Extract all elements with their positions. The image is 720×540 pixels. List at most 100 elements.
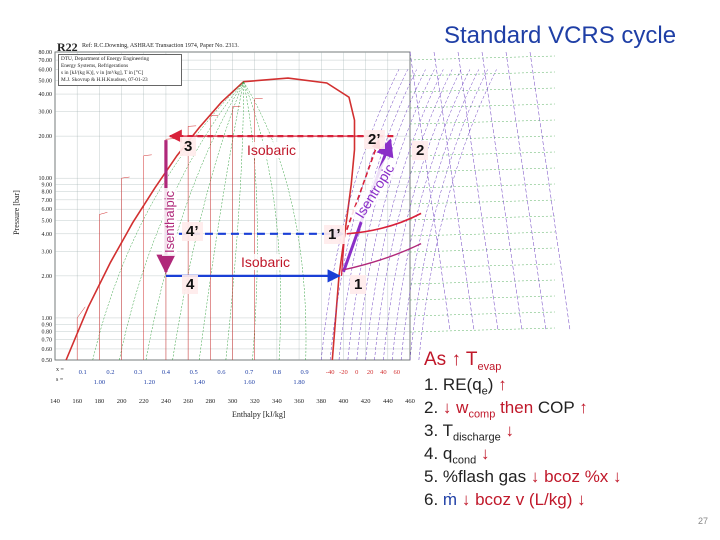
density-line — [409, 231, 556, 237]
credit-line: DTU, Department of Energy Engineering — [61, 56, 150, 62]
credit-line: M.J. Skovrup & H.H.Knudsen, 07-01-23 — [61, 77, 148, 83]
item-number: 3. — [424, 421, 439, 440]
isotherm-highlight — [346, 212, 422, 235]
point-2-prime-label: 2’ — [364, 130, 385, 149]
density-line — [409, 71, 556, 77]
y-tick-label: 50.00 — [39, 79, 53, 85]
credit-box: DTU, Department of Energy Engineering En… — [58, 54, 182, 86]
x-tick-label: 400 — [339, 398, 349, 405]
entropy-curve — [321, 69, 400, 361]
y-tick-label: 5.00 — [42, 218, 53, 224]
temperature-tick: -40 — [326, 369, 335, 376]
item-text: q — [442, 444, 453, 463]
x-tick-label: 280 — [205, 398, 215, 405]
isotherm-line — [121, 176, 130, 360]
item-number: 1. — [424, 375, 439, 394]
evaporation-label: Isobaric — [238, 254, 294, 270]
x-tick-label: 140 — [50, 398, 60, 405]
density-line — [409, 311, 556, 317]
density-line — [409, 87, 556, 93]
point-4-label: 4 — [182, 275, 199, 294]
effect-item: 4. qcond ↓ — [424, 444, 716, 467]
y-tick-label: 6.00 — [42, 207, 53, 213]
y-tick-label: 30.00 — [39, 110, 53, 116]
density-line — [409, 295, 556, 301]
entropy-tick: 1.80 — [293, 379, 304, 386]
quality-curve — [243, 81, 258, 361]
point-1-prime-label: 1’ — [324, 225, 345, 244]
density-line — [409, 167, 556, 173]
density-line — [409, 151, 556, 157]
x-tick-label: 160 — [72, 398, 82, 405]
quality-curve — [92, 81, 244, 361]
y-tick-label: 8.00 — [42, 190, 53, 196]
y-tick-label: 80.00 — [39, 50, 53, 56]
temperature-tick: 0 — [355, 369, 358, 376]
quality-curve — [145, 81, 244, 361]
arrow-down-icon: ↓ — [505, 421, 514, 440]
y-tick-label: 70.00 — [39, 58, 53, 64]
isotherm-line — [210, 115, 219, 360]
entropy-curve — [374, 69, 453, 361]
heading-sub: evap — [477, 360, 502, 373]
x-tick-label: 380 — [316, 398, 326, 405]
item-sub: discharge — [453, 431, 501, 444]
density-line — [409, 119, 556, 125]
item-sub: cond — [452, 454, 477, 467]
entropy-row-label: s = — [56, 377, 64, 383]
x-tick-label: 320 — [250, 398, 260, 405]
isotherm-line — [76, 306, 86, 360]
item-then2: COP — [537, 398, 575, 417]
effect-item: 5. %flash gas ↓ bcoz %x ↓ — [424, 467, 716, 490]
arrow-down-icon: ↓ — [613, 467, 622, 486]
effects-panel: As ↑ Tevap 1. RE(qe) ↑ 2. ↓ wcomp then C… — [424, 349, 716, 513]
y-axis-label: Pressure [bar] — [11, 190, 21, 235]
entropy-curve — [457, 51, 499, 331]
arrow-up-icon: ↑ — [579, 398, 588, 417]
item-sub: e — [481, 385, 488, 398]
heading-var: T — [465, 349, 478, 370]
density-line — [409, 55, 556, 61]
isotherm-highlight — [343, 243, 422, 271]
quality-tick: 0.7 — [245, 369, 254, 376]
point-2-label: 2 — [412, 141, 429, 160]
heading-prefix: As — [424, 349, 447, 370]
y-tick-label: 20.00 — [39, 134, 53, 140]
point-3-label: 3 — [180, 137, 197, 156]
entropy-curve — [529, 51, 571, 331]
y-tick-label: 0.50 — [42, 358, 53, 364]
entropy-curve — [329, 69, 409, 361]
isotherm-line — [254, 98, 263, 360]
credit-line: Energy Systems, Refrigerations — [61, 63, 129, 69]
y-tick-label: 1.00 — [42, 316, 53, 322]
condensation-label: Isobaric — [244, 142, 300, 158]
entropy-curve — [383, 69, 462, 361]
quality-curve — [243, 81, 307, 361]
item-text: w — [456, 398, 469, 417]
entropy-tick: 1.20 — [144, 379, 155, 386]
isotherm-line — [99, 212, 108, 360]
quality-curve — [198, 81, 244, 361]
y-tick-label: 0.60 — [42, 347, 53, 353]
arrow-down-icon: ↓ — [577, 490, 586, 509]
quality-tick: 0.6 — [217, 369, 226, 376]
x-tick-label: 220 — [139, 398, 149, 405]
effects-heading: As ↑ Tevap — [424, 349, 716, 375]
quality-tick: 0.5 — [190, 369, 198, 376]
effect-item: 2. ↓ wcomp then COP ↑ — [424, 398, 716, 421]
arrow-down-icon: ↓ — [480, 444, 490, 463]
y-tick-label: 3.00 — [42, 249, 53, 255]
x-tick-label: 460 — [405, 398, 415, 405]
x-tick-label: 420 — [361, 398, 371, 405]
entropy-curve — [409, 69, 488, 361]
density-line — [409, 103, 556, 109]
entropy-curve — [338, 69, 417, 361]
entropy-curve — [481, 51, 523, 331]
entropy-tick: 1.60 — [243, 379, 254, 386]
temperature-tick: 60 — [393, 369, 400, 376]
item-tail: ) — [487, 375, 494, 394]
y-tick-label: 0.80 — [42, 329, 53, 335]
chart-ticks: 80.00 70.00 60.00 50.00 40.00 30.00 20.00 10.00… — [39, 50, 415, 405]
quality-tick: 0.4 — [162, 369, 171, 376]
page-number: 27 — [697, 516, 708, 526]
